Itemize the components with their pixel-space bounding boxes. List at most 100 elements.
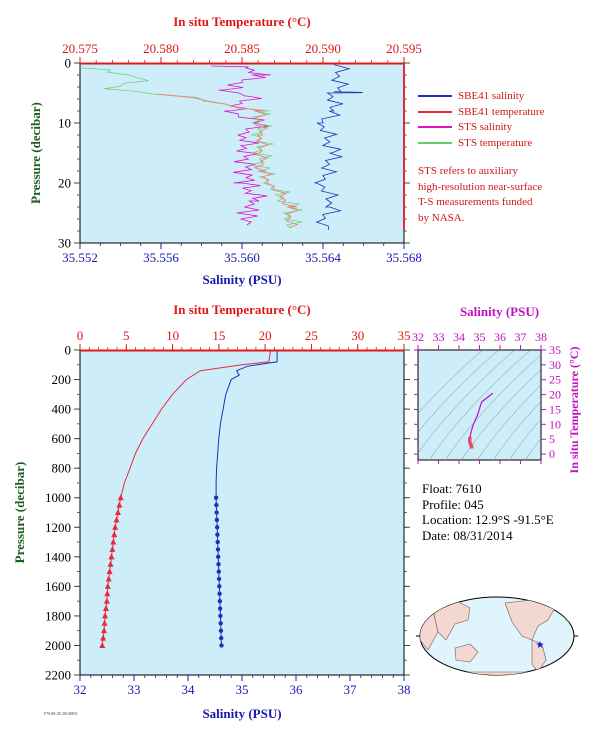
profile-temp-axis-tick-label: 35 bbox=[398, 328, 411, 343]
profile-pressure-axis-tick-label: 2000 bbox=[45, 638, 71, 653]
profile-temp-axis-tick-label: 15 bbox=[212, 328, 225, 343]
profile-temp-axis-tick-label: 5 bbox=[123, 328, 130, 343]
footer-code: F7610C45 20140831 bbox=[44, 711, 78, 716]
float-id: Float: 7610 bbox=[422, 481, 482, 496]
profile-temp-axis-tick-label: 0 bbox=[77, 328, 84, 343]
surface-temp-axis-tick-label: 20.575 bbox=[62, 41, 98, 56]
note-line: high-resolution near-surface bbox=[418, 180, 543, 193]
profile-pressure-axis-tick-label: 2200 bbox=[45, 668, 71, 683]
density-contour bbox=[493, 400, 541, 460]
profile-sal-axis-tick-label: 38 bbox=[398, 682, 411, 697]
data-point-marker bbox=[105, 575, 112, 582]
profile-pressure-axis-title: Pressure (decibar) bbox=[12, 462, 27, 564]
ts-temp-tick-label: 35 bbox=[549, 343, 561, 357]
series-line bbox=[78, 67, 303, 229]
continent bbox=[439, 671, 561, 675]
data-point-marker bbox=[116, 501, 123, 508]
ts-temp-tick-label: 25 bbox=[549, 373, 561, 387]
data-point-marker bbox=[218, 621, 223, 626]
surface-pressure-axis-tick-label: 20 bbox=[58, 176, 71, 191]
density-contours bbox=[418, 350, 541, 460]
profile-sal-axis-title: Salinity (PSU) bbox=[202, 706, 281, 721]
note-line: STS refers to auxiliary bbox=[418, 165, 518, 177]
surface-sal-axis-title: Salinity (PSU) bbox=[202, 272, 281, 287]
continent bbox=[531, 639, 547, 673]
ts-temp-title: In situ Temperature (°C) bbox=[567, 347, 581, 474]
ts-sal-title: Salinity (PSU) bbox=[460, 304, 539, 319]
surface-sal-axis-tick-label: 35.564 bbox=[305, 250, 341, 265]
profile-date: Date: 08/31/2014 bbox=[422, 527, 513, 543]
density-contour bbox=[429, 350, 531, 460]
ts-temp-tick-label: 20 bbox=[549, 388, 561, 402]
data-point-marker bbox=[214, 502, 219, 508]
data-point-marker bbox=[111, 531, 118, 538]
surface-sal-axis-tick-label: 35.560 bbox=[224, 250, 260, 265]
data-point-marker bbox=[219, 635, 224, 641]
data-point-marker bbox=[216, 569, 221, 574]
density-contour bbox=[461, 369, 541, 460]
legend-label: SBE41 temperature bbox=[458, 105, 545, 118]
float-position-marker: ★ bbox=[536, 640, 545, 651]
ts-sal-tick-label: 33 bbox=[433, 330, 445, 344]
density-contour bbox=[418, 350, 483, 414]
data-point-marker bbox=[100, 634, 107, 641]
series-line-overlay bbox=[157, 93, 299, 229]
profile-pressure-axis-tick-label: 400 bbox=[52, 402, 72, 417]
data-point-marker bbox=[218, 613, 223, 619]
surface-sal-axis-tick-label: 35.552 bbox=[62, 250, 98, 265]
data-point-marker bbox=[215, 547, 221, 552]
profile-sal-axis-tick-label: 33 bbox=[128, 682, 141, 697]
surface-temp-axis-tick-label: 20.580 bbox=[143, 41, 179, 56]
surface-temp-axis-tick-label: 20.590 bbox=[305, 41, 341, 56]
data-point-marker bbox=[217, 591, 222, 596]
data-point-marker bbox=[104, 590, 111, 597]
density-contour bbox=[445, 354, 541, 460]
profile-pressure-axis-tick-label: 600 bbox=[52, 431, 72, 446]
surface-pressure-axis-title: Pressure (decibar) bbox=[28, 102, 43, 204]
legend-item: SBE41 temperature bbox=[418, 105, 544, 119]
profile-pressure-axis-tick-label: 1800 bbox=[45, 608, 71, 623]
ts-temp-tick-label: 5 bbox=[549, 432, 555, 446]
surface-pressure-axis-tick-label: 10 bbox=[58, 116, 71, 131]
legend-label: STS temperature bbox=[458, 136, 533, 149]
data-point-marker bbox=[216, 562, 221, 567]
legend-label: STS salinity bbox=[458, 121, 513, 133]
legend-item: STS salinity bbox=[418, 120, 512, 134]
density-contour bbox=[418, 350, 515, 454]
data-point-marker bbox=[104, 582, 111, 589]
profile-pressure-axis-tick-label: 200 bbox=[52, 372, 72, 387]
data-point-marker bbox=[218, 628, 224, 633]
float-info: Float: 7610 Profile: 045 Location: 12.9°… bbox=[422, 481, 554, 543]
profile-temp-axis-tick-label: 25 bbox=[305, 328, 318, 343]
series-line bbox=[211, 65, 271, 226]
profile-temp-axis-tick-label: 30 bbox=[351, 328, 364, 343]
ts-temp-tick-label: 15 bbox=[549, 402, 561, 416]
data-point-marker bbox=[214, 517, 220, 523]
ts-sal-tick-label: 38 bbox=[535, 330, 547, 344]
surface-pressure-axis-tick-label: 0 bbox=[65, 56, 72, 71]
profile-temp-axis-tick-label: 20 bbox=[259, 328, 272, 343]
profile-pressure-axis-tick-label: 1600 bbox=[45, 579, 71, 594]
legend-swatch bbox=[418, 110, 452, 113]
ts-sal-tick-label: 37 bbox=[515, 330, 527, 344]
ts-sal-tick-label: 36 bbox=[494, 330, 506, 344]
data-point-marker bbox=[101, 627, 108, 634]
data-point-marker bbox=[215, 539, 220, 545]
profile-sal-axis-tick-label: 35 bbox=[236, 682, 249, 697]
continent bbox=[454, 643, 479, 663]
data-point-marker bbox=[109, 545, 116, 552]
ts-sal-tick-label: 35 bbox=[474, 330, 486, 344]
data-point-marker bbox=[108, 553, 115, 560]
data-point-marker bbox=[102, 605, 109, 612]
float-location: Location: 12.9°S -91.5°E bbox=[422, 512, 554, 527]
surface-pressure-axis-tick-label: 30 bbox=[58, 236, 71, 251]
legend-swatch bbox=[418, 141, 452, 144]
data-point-marker bbox=[213, 495, 219, 500]
profile-pressure-axis-tick-label: 1400 bbox=[45, 549, 71, 564]
data-point-marker bbox=[103, 597, 110, 604]
profile-pressure-axis-tick-label: 0 bbox=[65, 343, 72, 358]
legend-swatch bbox=[418, 95, 452, 97]
profile-pressure-axis-tick-label: 1200 bbox=[45, 520, 71, 535]
surface-chart-area bbox=[79, 62, 405, 244]
